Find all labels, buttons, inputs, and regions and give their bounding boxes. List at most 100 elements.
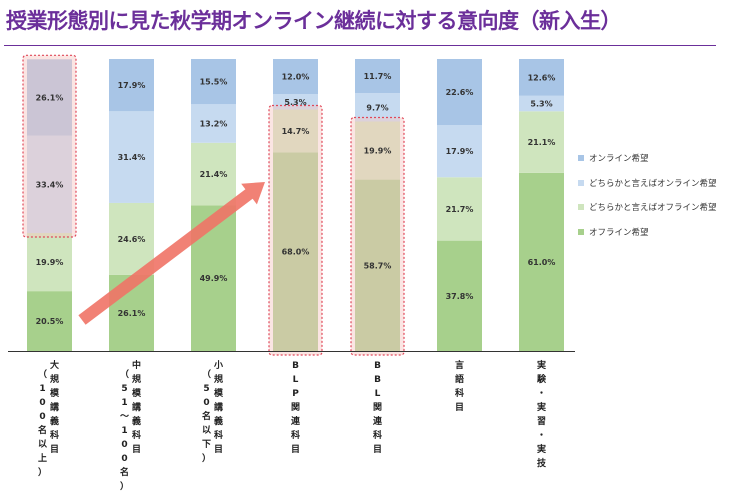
data-label: 33.4% xyxy=(36,180,64,189)
category-label-char: 講 xyxy=(50,401,59,413)
bar-segment xyxy=(273,109,318,153)
data-label: 21.7% xyxy=(446,205,474,214)
data-label: 9.7% xyxy=(366,103,388,112)
bar-segment xyxy=(519,59,564,96)
category-label-char: 験 xyxy=(536,373,547,385)
category-size-char: 1 xyxy=(39,384,45,394)
category-label-char: 関 xyxy=(373,402,382,413)
legend-label: オフライン希望 xyxy=(589,227,649,238)
legend-swatch-online xyxy=(578,155,584,161)
highlight-box xyxy=(22,54,77,238)
category-label-char: ・ xyxy=(537,431,546,441)
category-label-char: 実 xyxy=(537,401,546,413)
data-label: 22.6% xyxy=(446,88,474,97)
category-label-char: 言 xyxy=(455,359,464,371)
bar-segment xyxy=(437,124,482,178)
highlight-box xyxy=(350,116,405,356)
category-size-char: 0 xyxy=(39,398,45,408)
trend-arrow xyxy=(78,182,266,325)
data-label: 49.9% xyxy=(200,274,228,283)
legend-swatch-rather-online xyxy=(578,179,584,186)
category-label-char: 模 xyxy=(132,387,142,399)
bar-segment xyxy=(27,59,72,136)
bar-segment xyxy=(191,142,236,206)
bar-segment xyxy=(519,111,564,173)
category-label-char: 関 xyxy=(291,402,300,413)
category-size-char: 名 xyxy=(202,410,211,422)
category-label-char: 目 xyxy=(214,444,223,455)
category-label-char: 義 xyxy=(50,415,59,427)
category-label-char: L xyxy=(375,389,381,399)
category-size-char: ） xyxy=(120,481,129,492)
bar-segment xyxy=(273,59,318,95)
legend-item-offline: オフライン希望 xyxy=(578,226,717,238)
category-size-char: 名 xyxy=(120,466,129,478)
chart-title: 授業形態別に見た秋学期オンライン継続に対する意向度（新入生） xyxy=(6,9,622,33)
data-label: 37.8% xyxy=(446,292,474,301)
bar-segment xyxy=(519,95,564,112)
legend-label: どちらかと言えばオンライン希望 xyxy=(589,178,717,189)
data-label: 12.0% xyxy=(282,73,310,82)
category-label-char: 中 xyxy=(132,359,141,371)
bar-segment xyxy=(355,59,400,94)
category-label-char: 模 xyxy=(50,387,60,399)
legend-swatch-rather-offline xyxy=(578,204,584,210)
data-label: 11.7% xyxy=(364,72,392,81)
bar-segment xyxy=(27,291,72,351)
legend-label: オンライン希望 xyxy=(589,154,649,164)
category-size-char: 1 xyxy=(121,398,127,408)
category-label-char: 科 xyxy=(373,429,382,441)
data-label: 20.5% xyxy=(36,317,64,326)
category-label-char: B xyxy=(292,361,299,371)
bar-segment xyxy=(273,152,318,351)
data-label: 31.4% xyxy=(118,153,146,162)
category-size-char: 以 xyxy=(38,439,47,450)
category-label-char: P xyxy=(292,389,299,399)
category-size-char: 名 xyxy=(38,424,47,436)
bar-segment xyxy=(109,59,154,112)
category-label-char: 目 xyxy=(373,444,382,455)
category-size-char: 5 xyxy=(203,384,209,394)
data-label: 19.9% xyxy=(36,258,64,267)
category-label-char: 講 xyxy=(132,401,141,413)
legend-item-rather-online: どちらかと言えばオンライン希望 xyxy=(578,177,717,189)
data-label: 19.9% xyxy=(364,147,392,156)
category-size-char: 0 xyxy=(203,398,209,408)
bar-segment xyxy=(109,202,154,275)
category-label-char: 実 xyxy=(537,359,546,371)
category-label-char: 目 xyxy=(132,444,141,455)
category-label-char: B xyxy=(374,361,381,371)
category-label-char: 科 xyxy=(50,429,59,441)
category-label-char: 科 xyxy=(214,429,223,441)
category-label-char: 規 xyxy=(50,373,59,385)
category-label-char: 技 xyxy=(537,457,547,469)
category-size-char: 1 xyxy=(121,426,127,436)
bar-segment xyxy=(191,104,236,143)
data-label: 5.3% xyxy=(530,100,552,109)
category-size-char: （ xyxy=(38,369,47,380)
category-size-char: 上 xyxy=(38,452,47,464)
highlight-box xyxy=(268,104,323,356)
category-size-char: 5 xyxy=(121,384,127,394)
data-label: 21.4% xyxy=(200,170,228,179)
legend-swatch-offline xyxy=(578,228,584,235)
category-label-char: 小 xyxy=(213,359,223,371)
category-label-char: 実 xyxy=(537,443,546,455)
category-label-char: 目 xyxy=(50,444,59,455)
bar-segment xyxy=(437,177,482,241)
bar-segment xyxy=(109,111,154,203)
bar-segment xyxy=(519,172,564,351)
data-label: 14.7% xyxy=(282,127,310,136)
category-label-char: 連 xyxy=(291,415,301,427)
category-label-char: 規 xyxy=(132,373,141,385)
category-size-char: 0 xyxy=(39,412,45,422)
category-label-char: 科 xyxy=(291,429,300,441)
category-label-char: 義 xyxy=(132,415,141,427)
bar-segment xyxy=(27,233,72,292)
data-label: 21.1% xyxy=(528,138,556,147)
category-label-char: 科 xyxy=(132,429,141,441)
category-label-char: 目 xyxy=(291,444,300,455)
legend-item-online: オンライン希望 xyxy=(578,152,717,164)
category-label-char: B xyxy=(374,375,381,385)
